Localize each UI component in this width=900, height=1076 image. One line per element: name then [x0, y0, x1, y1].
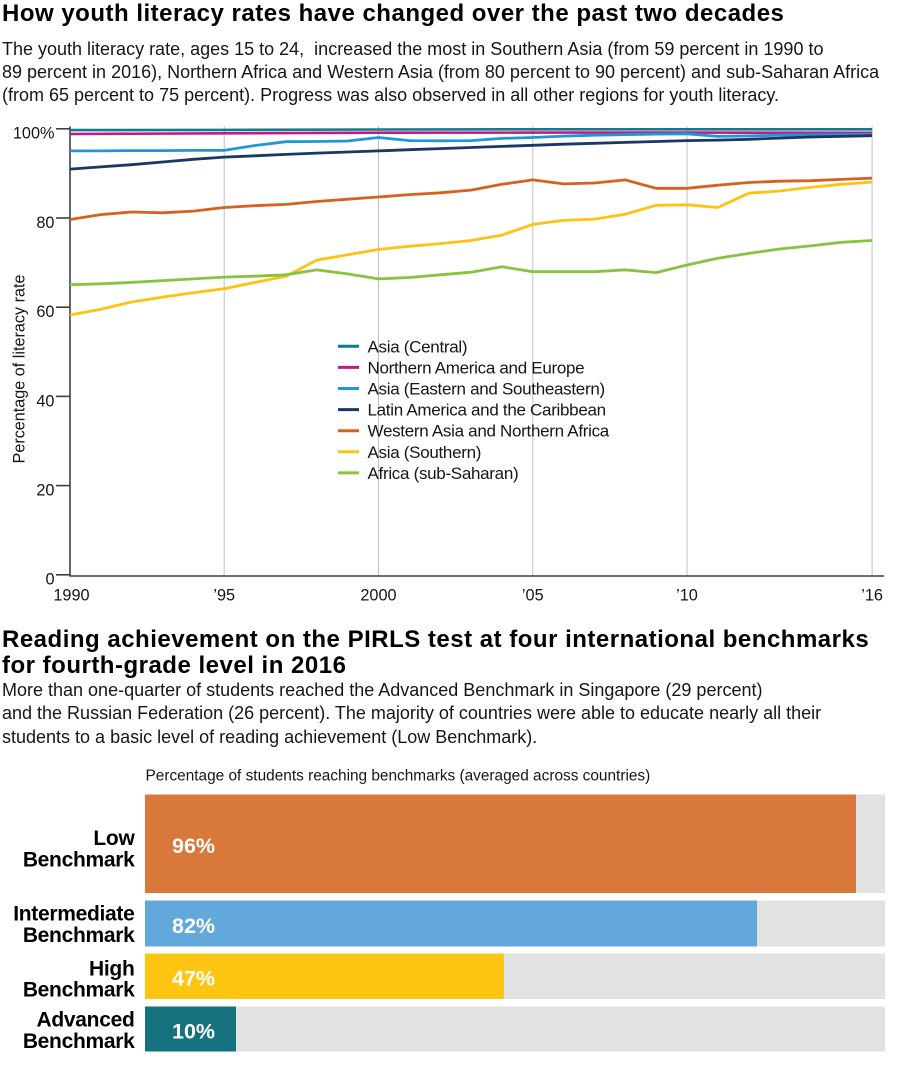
- svg-text:80: 80: [36, 214, 54, 232]
- svg-text:Percentage of students reachin: Percentage of students reaching benchmar…: [146, 768, 651, 785]
- svg-text:Benchmark: Benchmark: [23, 1030, 135, 1053]
- svg-text:Low: Low: [93, 827, 135, 850]
- svg-text:’05: ’05: [522, 587, 544, 605]
- svg-text:0: 0: [45, 571, 54, 589]
- svg-text:Asia (Central): Asia (Central): [368, 337, 468, 356]
- svg-text:82%: 82%: [172, 914, 215, 938]
- svg-text:60: 60: [36, 303, 54, 321]
- svg-text:’10: ’10: [676, 587, 698, 605]
- svg-text:Advanced: Advanced: [37, 1009, 135, 1032]
- svg-text:2000: 2000: [360, 587, 396, 605]
- svg-text:High: High: [89, 957, 134, 980]
- svg-text:40: 40: [36, 392, 54, 410]
- svg-text:’95: ’95: [213, 587, 235, 605]
- svg-text:10%: 10%: [172, 1019, 215, 1043]
- svg-text:100%: 100%: [13, 125, 55, 143]
- svg-text:Northern America and Europe: Northern America and Europe: [368, 358, 585, 377]
- svg-text:’16: ’16: [861, 587, 883, 605]
- svg-text:Benchmark: Benchmark: [23, 848, 135, 871]
- svg-text:1990: 1990: [53, 587, 89, 605]
- svg-text:Asia (Southern): Asia (Southern): [368, 443, 482, 462]
- svg-text:47%: 47%: [172, 967, 215, 991]
- svg-text:Africa (sub-Saharan): Africa (sub-Saharan): [368, 464, 519, 483]
- svg-text:Western Asia and Northern Afri: Western Asia and Northern Africa: [368, 422, 610, 441]
- svg-text:Percentage of literacy rate: Percentage of literacy rate: [11, 275, 29, 464]
- svg-text:Asia (Eastern and Southeastern: Asia (Eastern and Southeastern): [368, 380, 605, 399]
- svg-text:Benchmark: Benchmark: [23, 924, 135, 947]
- svg-text:96%: 96%: [172, 834, 215, 858]
- svg-text:20: 20: [36, 482, 54, 500]
- svg-text:Latin America and the Caribbea: Latin America and the Caribbean: [368, 401, 606, 420]
- svg-text:Benchmark: Benchmark: [23, 979, 135, 1002]
- svg-text:Intermediate: Intermediate: [13, 903, 134, 926]
